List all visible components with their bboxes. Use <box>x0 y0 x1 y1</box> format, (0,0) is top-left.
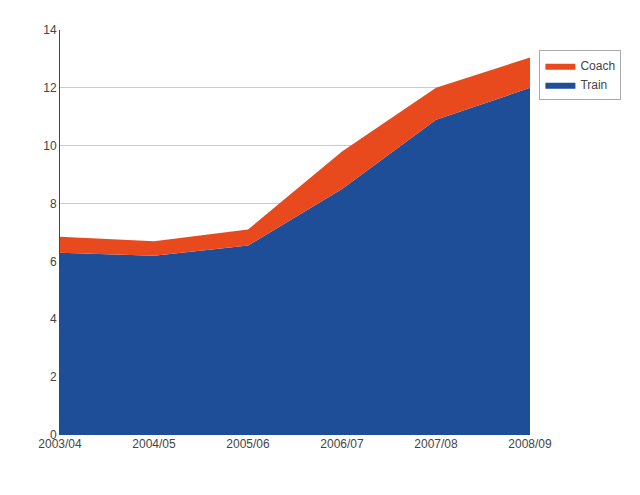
svg-text:10: 10 <box>43 139 57 153</box>
svg-text:6: 6 <box>50 255 57 269</box>
svg-text:8: 8 <box>50 197 57 211</box>
svg-text:2008/09: 2008/09 <box>508 437 552 451</box>
svg-text:2: 2 <box>50 370 57 384</box>
svg-text:2005/06: 2005/06 <box>226 437 270 451</box>
svg-text:12: 12 <box>43 81 57 95</box>
svg-text:4: 4 <box>50 312 57 326</box>
svg-text:14: 14 <box>43 23 57 37</box>
svg-text:Train: Train <box>580 78 607 92</box>
svg-text:0: 0 <box>50 428 57 442</box>
svg-text:2003/04: 2003/04 <box>38 437 82 451</box>
svg-text:2006/07: 2006/07 <box>320 437 364 451</box>
svg-text:2007/08: 2007/08 <box>414 437 458 451</box>
svg-text:2004/05: 2004/05 <box>132 437 176 451</box>
svg-text:Coach: Coach <box>580 59 615 73</box>
